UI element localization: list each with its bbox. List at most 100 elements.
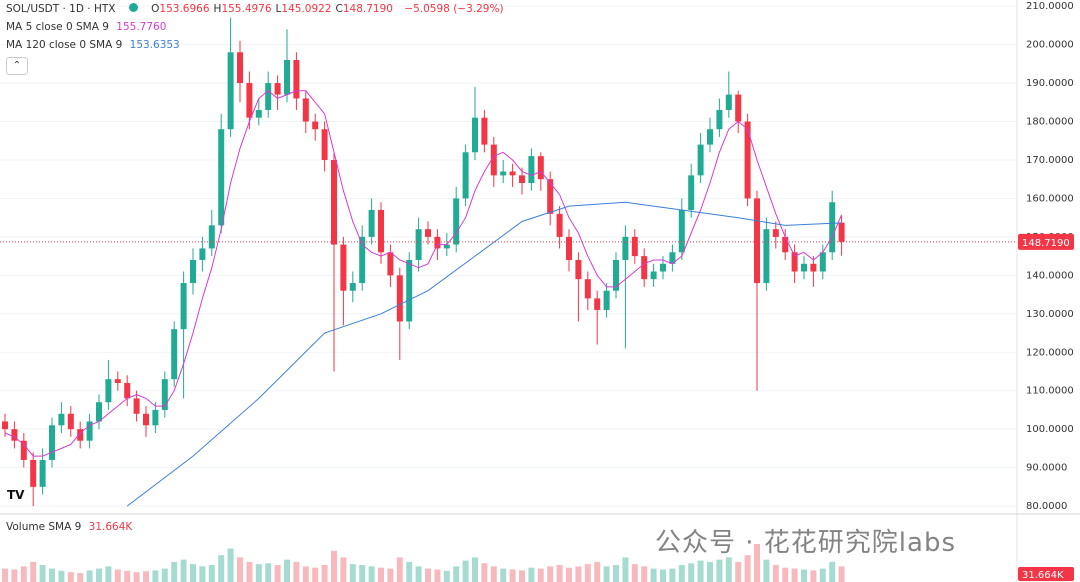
volume-bar — [349, 564, 356, 582]
candle-body — [801, 263, 807, 272]
y-tick-label: 210.0000 — [1026, 1, 1074, 12]
volume-bar — [406, 561, 413, 582]
volume-bar — [293, 561, 300, 582]
candle-body — [754, 198, 760, 284]
volume-bar — [312, 567, 319, 582]
volume-bar — [49, 568, 55, 582]
symbol: SOL/USDT · 1D · HTX — [6, 3, 116, 15]
volume-bar — [199, 566, 206, 582]
candle-body — [161, 379, 168, 410]
volume-bar — [77, 573, 84, 582]
volume-bar — [434, 569, 441, 582]
volume-bar — [331, 550, 337, 582]
ma-name: MA 5 close 0 SMA 9 — [6, 21, 109, 33]
candle-body — [340, 244, 347, 291]
volume-bar — [124, 570, 131, 582]
volume-bar — [274, 565, 281, 582]
candle-body — [697, 144, 704, 176]
volume-bar — [603, 566, 610, 582]
volume-bar — [425, 568, 431, 582]
candle-body — [208, 225, 215, 249]
candle-body — [453, 198, 460, 245]
volume-bar — [838, 566, 845, 582]
volume-bar — [763, 559, 770, 582]
candle-body — [67, 413, 74, 430]
candle-body — [481, 117, 488, 145]
candle-body — [537, 156, 544, 180]
volume-bar — [227, 548, 234, 582]
candle-body — [735, 94, 742, 122]
ma-legend: MA 120 close 0 SMA 9 153.6353 — [6, 39, 184, 51]
candle-body — [782, 236, 789, 253]
logo: TV — [7, 488, 25, 502]
ma-legend: MA 5 close 0 SMA 9 155.7760 — [6, 21, 170, 33]
volume-bar — [237, 557, 243, 582]
volume-title: Volume SMA 9 — [6, 521, 82, 533]
candle-body — [20, 440, 27, 460]
candle-body — [237, 52, 243, 84]
candle-body — [312, 121, 319, 130]
ohlc-label: L — [275, 3, 282, 15]
candle-body — [349, 283, 356, 291]
ohlc-value: 153.6966 — [159, 3, 210, 15]
volume-bar — [11, 569, 18, 582]
volume-bar — [707, 561, 713, 582]
candle-body — [810, 263, 817, 272]
y-tick-label: 180.0000 — [1026, 117, 1074, 128]
volume-bar — [725, 557, 732, 582]
price-pane — [2, 17, 845, 507]
volume-bar — [265, 563, 272, 582]
volume-bar — [678, 565, 685, 582]
y-tick-label: 120.0000 — [1026, 347, 1074, 358]
volume-bar — [453, 566, 460, 582]
volume-bar — [650, 568, 657, 582]
volume-bar — [30, 561, 37, 582]
volume-bar — [660, 569, 666, 582]
candle-body — [641, 256, 648, 280]
ma-line — [4, 90, 843, 457]
candle-body — [791, 252, 798, 272]
candle-body — [660, 263, 666, 272]
collapse-button[interactable]: ⌃ — [6, 57, 28, 75]
volume-bar — [744, 555, 751, 582]
candle-body — [86, 421, 93, 441]
volume-bar — [58, 570, 65, 582]
volume-bar — [537, 568, 544, 582]
candle-body — [368, 209, 375, 237]
candle-body — [406, 259, 413, 322]
y-tick-label: 170.0000 — [1026, 155, 1074, 166]
volume-bar — [622, 557, 629, 582]
volume-legend: Volume SMA 9 31.664K — [6, 521, 136, 533]
volume-bar — [387, 568, 394, 582]
y-tick-label: 190.0000 — [1026, 78, 1074, 89]
candle-body — [603, 290, 610, 310]
volume-bar — [782, 567, 789, 582]
volume-bar — [114, 569, 121, 582]
volume-bar — [575, 566, 582, 582]
volume-bar — [697, 560, 704, 582]
change: −5.0598 (−3.29%) — [404, 3, 504, 15]
candle-body — [744, 121, 751, 199]
y-tick-label: 200.0000 — [1026, 40, 1074, 51]
volume-bar — [143, 571, 149, 582]
volume-bar — [20, 566, 27, 582]
candle-body — [575, 259, 582, 280]
volume-bar — [39, 565, 46, 582]
candle-body — [594, 298, 601, 310]
header: SOL/USDT · 1D · HTX O153.6966 H155.4976 L1… — [6, 3, 508, 15]
ma-value: 155.7760 — [116, 21, 167, 33]
volume-sma-box — [1018, 567, 1074, 581]
ohlc-label: C — [335, 3, 343, 15]
candle-body — [255, 109, 262, 118]
volume-bar — [86, 570, 93, 582]
y-tick-label: 100.0000 — [1026, 424, 1074, 435]
volume-bar — [490, 566, 497, 582]
watermark: 公众号 · 花花研究院labs — [655, 528, 957, 558]
candle-body — [716, 109, 723, 130]
candle-body — [274, 83, 281, 95]
volume-bar — [190, 564, 196, 582]
candle-body — [584, 279, 591, 299]
candle-body — [725, 94, 732, 110]
volume-bar — [500, 568, 507, 582]
